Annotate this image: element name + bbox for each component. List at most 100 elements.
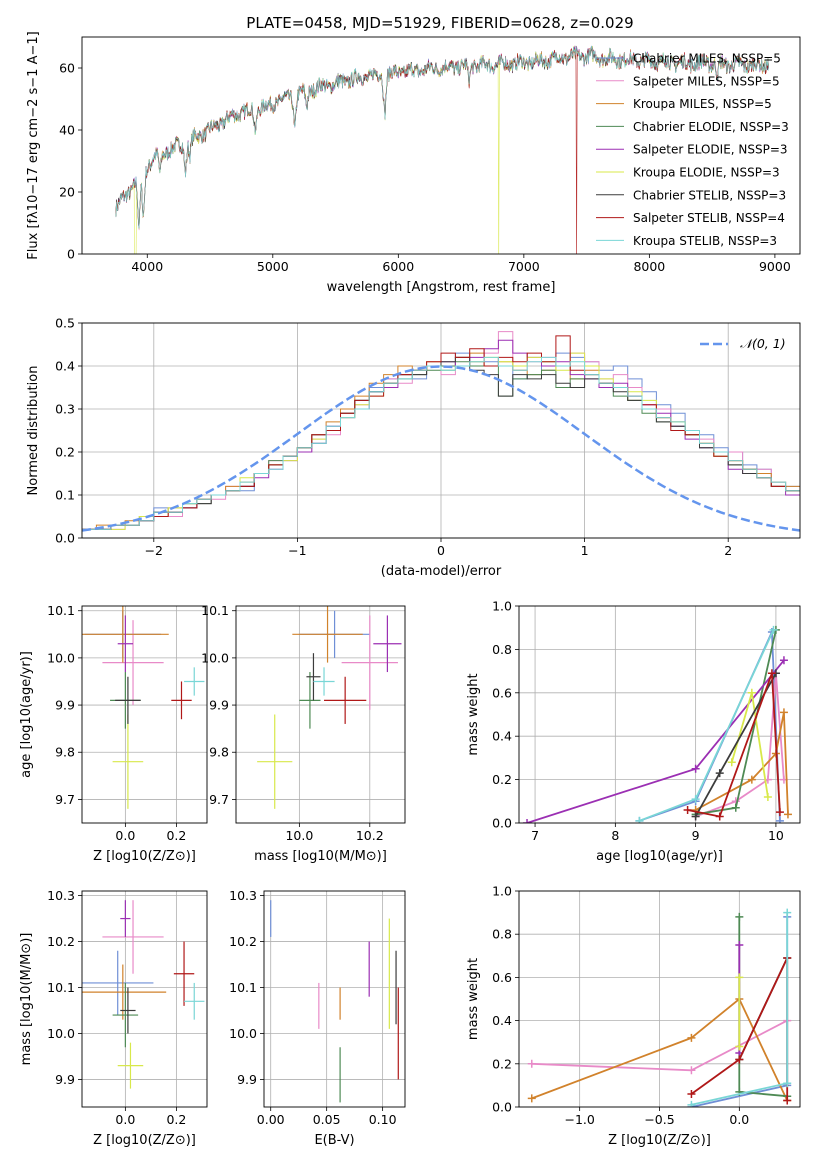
x-tick-label: 0.10 (369, 1112, 397, 1127)
plot-area (527, 908, 792, 1107)
weight-marker (715, 769, 724, 778)
weight-marker (731, 803, 740, 812)
y-axis-label: Flux [fλ10−17 erg cm−2 s−1 A−1] (26, 31, 41, 259)
x-tick-label: −0.5 (644, 1112, 674, 1127)
x-tick-label: −1 (288, 543, 306, 558)
panel-residual_histogram: −2 −1 0 1 2 0.0 0.1 0.2 0.3 0.4 0.5 (data-model)/er… (26, 316, 801, 579)
histogram-series-4 (82, 361, 800, 530)
y-tick-label: 9.8 (209, 745, 229, 760)
x-axis-label: age [log10(age/yr)] (596, 849, 723, 864)
weight-marker (783, 810, 792, 819)
spectrum-series-9 (115, 46, 769, 229)
errorbar-point (82, 950, 154, 1016)
errorbar-point (184, 667, 205, 696)
x-axis-label: (data-model)/error (381, 564, 502, 579)
weight-marker (687, 1066, 696, 1075)
x-tick-label: 10.2 (356, 828, 384, 843)
plots-layer: 4000 5000 6000 7000 8000 90000204060wavelengt… (19, 31, 801, 1148)
legend-label: Kroupa STELIB, NSSP=3 (633, 234, 777, 248)
weight-marker (775, 808, 784, 817)
y-tick-label: 0.2 (55, 445, 75, 460)
legend-label: Chabrier MILES, NSSP=5 (633, 52, 781, 66)
weight-marker (747, 775, 756, 784)
x-tick-label: 9000 (759, 259, 791, 274)
y-tick-label: 0.5 (55, 316, 75, 331)
y-tick-label: 0.2 (492, 1056, 512, 1071)
errorbar-point (117, 615, 134, 673)
y-tick-label: 40 (59, 123, 75, 138)
x-tick-label: 0.0 (729, 1112, 749, 1127)
weight-marker (683, 805, 692, 814)
plot-area (82, 331, 800, 532)
weight-marker (767, 669, 776, 678)
legend-label: Salpeter ELODIE, NSSP=3 (633, 143, 788, 157)
legend-label: Chabrier STELIB, NSSP=3 (633, 188, 786, 202)
x-tick-label: 0.2 (166, 828, 186, 843)
y-tick-label: 10.2 (47, 934, 75, 949)
x-axis-label: Z [log10(Z/Z⊙)] (93, 849, 196, 864)
figure-title: PLATE=0458, MJD=51929, FIBERID=0628, z=0… (246, 14, 633, 32)
y-tick-label: 1.0 (492, 599, 512, 614)
legend: 𝒩(0, 1) (700, 336, 786, 351)
x-axis-label: E(B-V) (314, 1133, 354, 1148)
weight-marker (735, 941, 744, 949)
weight-marker (687, 1090, 696, 1099)
y-tick-label: 10.3 (229, 888, 257, 903)
errorbar-point (117, 1042, 144, 1089)
x-tick-label: 7000 (508, 259, 540, 274)
y-tick-label: 10.2 (229, 934, 257, 949)
y-tick-label: 0.4 (492, 729, 512, 744)
y-tick-label: 10.3 (47, 888, 75, 903)
axes-frame (518, 605, 801, 824)
weight-marker (783, 1096, 792, 1105)
weight-marker (691, 795, 700, 804)
weight-marker (775, 816, 784, 823)
errorbar-point (120, 900, 131, 937)
y-tick-label: 0.6 (492, 970, 512, 985)
y-tick-label: 0.8 (492, 927, 512, 942)
plot-area (82, 606, 205, 809)
plot-area (115, 45, 769, 254)
errorbar-point (306, 653, 321, 701)
y-axis-label: Normed distribution (26, 366, 41, 496)
histogram-series-3 (82, 352, 800, 530)
weight-marker (735, 1055, 744, 1064)
y-tick-label: 60 (59, 61, 75, 76)
x-tick-label: 0.00 (257, 1112, 285, 1127)
errorbar-point (102, 620, 164, 706)
panel-mass_vs_EBV: 0.00 0.05 0.10 9.9 10.0 10.1 10.2 10.3 E(B-V) (229, 888, 406, 1148)
y-tick-label: 0.4 (55, 359, 75, 374)
errorbar-point (120, 987, 136, 1034)
errorbar-point (112, 714, 144, 809)
weight-series-4 (738, 916, 788, 1098)
weight-marker (779, 656, 788, 665)
weight-series-3 (531, 997, 789, 1101)
errorbar-point (112, 982, 139, 1048)
y-tick-label: 0.0 (492, 816, 512, 831)
y-axis-label: mass weight (466, 958, 481, 1040)
weight-marker (735, 912, 744, 921)
weight-marker (527, 1059, 536, 1068)
legend-label: Chabrier ELODIE, NSSP=3 (633, 120, 789, 134)
x-tick-label: 0 (437, 543, 445, 558)
y-tick-label: 9.7 (55, 792, 75, 807)
y-tick-label: 0.2 (492, 772, 512, 787)
weight-marker (735, 1042, 744, 1051)
x-tick-label: 0.2 (166, 1112, 186, 1127)
x-axis-label: Z [log10(Z/Z⊙)] (93, 1133, 196, 1148)
weight-marker (687, 1033, 696, 1042)
axes-frame (81, 605, 208, 824)
y-tick-label: 10.1 (229, 980, 257, 995)
errorbar-point (171, 681, 192, 720)
y-tick-label: 9.7 (209, 792, 229, 807)
weight-series-5 (526, 659, 785, 823)
errorbar-point (292, 606, 363, 663)
y-tick-label: 10.0 (229, 1026, 257, 1041)
x-tick-label: 0.0 (115, 828, 135, 843)
x-tick-label: 0.0 (115, 1112, 135, 1127)
errorbar-point (102, 900, 164, 974)
legend-label: Salpeter STELIB, NSSP=4 (633, 211, 785, 225)
histogram-series-6 (82, 352, 800, 530)
axes-frame (235, 605, 406, 824)
